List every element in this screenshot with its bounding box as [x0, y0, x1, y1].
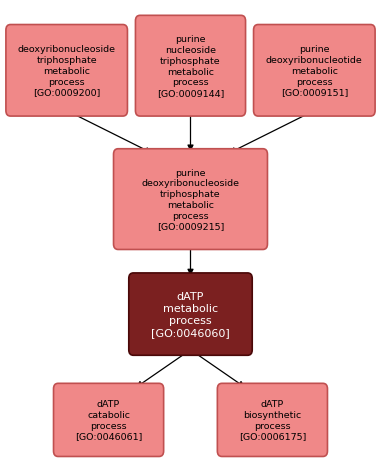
Text: deoxyribonucleoside
triphosphate
metabolic
process
[GO:0009200]: deoxyribonucleoside triphosphate metabol…: [18, 45, 116, 97]
FancyBboxPatch shape: [6, 25, 127, 117]
Text: dATP
biosynthetic
process
[GO:0006175]: dATP biosynthetic process [GO:0006175]: [239, 399, 306, 441]
Text: purine
deoxyribonucleoside
triphosphate
metabolic
process
[GO:0009215]: purine deoxyribonucleoside triphosphate …: [141, 168, 240, 231]
Text: purine
deoxyribonucleotide
metabolic
process
[GO:0009151]: purine deoxyribonucleotide metabolic pro…: [266, 45, 363, 97]
Text: dATP
metabolic
process
[GO:0046060]: dATP metabolic process [GO:0046060]: [151, 291, 230, 337]
FancyBboxPatch shape: [53, 384, 164, 456]
FancyBboxPatch shape: [254, 25, 375, 117]
FancyBboxPatch shape: [114, 150, 267, 250]
FancyBboxPatch shape: [129, 273, 252, 355]
FancyBboxPatch shape: [217, 384, 328, 456]
Text: dATP
catabolic
process
[GO:0046061]: dATP catabolic process [GO:0046061]: [75, 399, 142, 441]
Text: purine
nucleoside
triphosphate
metabolic
process
[GO:0009144]: purine nucleoside triphosphate metabolic…: [157, 35, 224, 98]
FancyBboxPatch shape: [135, 16, 246, 117]
